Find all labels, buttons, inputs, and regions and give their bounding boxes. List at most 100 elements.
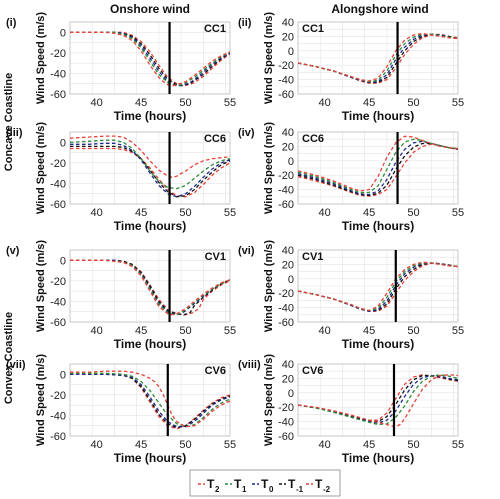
series-line-t2 (298, 135, 458, 192)
series-line-t-minus-1 (298, 262, 458, 312)
site-label: CV6 (302, 365, 323, 377)
y-axis-label: Wind Speed (m/s) (35, 12, 47, 105)
plot-frame (69, 131, 231, 205)
series-line-t2 (298, 261, 458, 312)
y-tick-label: -20 (278, 288, 294, 300)
y-tick-label: 40 (282, 17, 294, 29)
series-line-t2 (70, 259, 230, 316)
panel-label: (vi) (238, 245, 255, 257)
legend-label: T (288, 477, 296, 491)
column-title-onshore: Onshore wind (110, 2, 190, 16)
y-tick-label: 40 (282, 359, 294, 371)
y-tick-label: -40 (278, 303, 294, 315)
x-tick-label: 50 (179, 439, 191, 451)
plot-frame (297, 363, 459, 437)
series-line-t0 (70, 373, 230, 428)
x-axis-label: Time (hours) (114, 337, 186, 351)
plot-frame (297, 131, 459, 205)
x-tick-label: 40 (319, 325, 331, 337)
legend-subscript: 2 (215, 485, 220, 494)
y-tick-label: 0 (60, 137, 66, 149)
y-tick-label: 20 (282, 141, 294, 153)
y-tick-label: 0 (288, 156, 294, 168)
row-group-label-convex: Convex Coastline (3, 312, 15, 404)
site-label: CC6 (204, 133, 226, 145)
legend-frame (189, 469, 341, 497)
series-line-t2 (70, 370, 230, 428)
panel-label: (v) (6, 245, 20, 257)
y-tick-label: 0 (288, 388, 294, 400)
legend-label: T (261, 477, 269, 491)
site-label: CV1 (302, 251, 323, 263)
x-axis-label: Time (hours) (114, 451, 186, 465)
legend-subscript: 1 (242, 485, 247, 494)
x-tick-label: 55 (452, 325, 464, 337)
column-title-alongshore: Alongshore wind (331, 2, 428, 16)
series-line-t1 (70, 31, 230, 87)
panel-label: (i) (6, 17, 17, 29)
x-tick-label: 50 (407, 97, 419, 109)
y-tick-label: -60 (50, 199, 66, 211)
x-tick-label: 55 (224, 325, 236, 337)
y-tick-label: -40 (50, 410, 66, 422)
legend-item: T -2 (306, 477, 331, 494)
x-tick-label: 40 (91, 439, 103, 451)
y-tick-label: 0 (60, 369, 66, 381)
x-axis-label: Time (hours) (342, 109, 414, 123)
x-axis-label: Time (hours) (342, 337, 414, 351)
series-line-t1 (70, 139, 230, 190)
chart-panel: 40 45 50 55 0 -20 -40 -60 Time (hours) Wind Speed… (6, 122, 236, 233)
site-label: CV6 (205, 365, 226, 377)
y-tick-label: 20 (282, 259, 294, 271)
y-axis-label: Wind Speed (m/s) (35, 240, 47, 333)
x-tick-label: 40 (91, 207, 103, 219)
panel-label: (ii) (238, 17, 252, 29)
x-tick-label: 45 (363, 207, 375, 219)
legend: T 2 T 1 T 0 T -1 T -2 (189, 469, 341, 497)
chart-panel: 40 45 50 55 40 20 0 -20 -40 -60 Time (hours) Wind S… (238, 240, 464, 351)
y-tick-label: 0 (60, 255, 66, 267)
y-tick-label: -40 (50, 296, 66, 308)
x-axis-label: Time (hours) (342, 219, 414, 233)
panels-group: 40 45 50 55 0 -20 -40 -60 Time (hours) Wind Speed… (6, 12, 464, 465)
chart-panel: 40 45 50 55 40 20 0 -20 -40 -60 Time (hours) Wind S… (238, 122, 464, 233)
series-line-t2 (298, 32, 458, 82)
chart-panel: 40 45 50 55 40 20 0 -20 -40 -60 Time (hours) Wind S… (238, 354, 464, 465)
x-tick-label: 45 (363, 439, 375, 451)
series-line-t2 (70, 31, 230, 87)
y-tick-label: -60 (278, 431, 294, 443)
series-line-t2 (298, 374, 458, 428)
x-axis-label: Time (hours) (114, 219, 186, 233)
chart-panel: 40 45 50 55 0 -20 -40 -60 Time (hours) Wind Speed… (6, 12, 236, 123)
x-tick-label: 40 (319, 207, 331, 219)
y-axis-label: Wind Speed (m/s) (263, 240, 275, 333)
legend-label: T (234, 477, 242, 491)
x-tick-label: 55 (452, 207, 464, 219)
series-group (298, 374, 458, 428)
series-line-t0 (298, 33, 458, 84)
chart-panel: 40 45 50 55 0 -20 -40 -60 Time (hours) Wind Speed… (6, 354, 236, 465)
series-line-t0 (70, 259, 230, 316)
y-tick-label: -40 (278, 417, 294, 429)
series-group (70, 259, 230, 316)
legend-subscript: -2 (323, 485, 331, 494)
y-tick-label: 20 (282, 31, 294, 43)
plot-frame (69, 21, 231, 95)
y-tick-label: -40 (278, 75, 294, 87)
series-line-t2 (70, 135, 230, 178)
y-tick-label: -20 (50, 158, 66, 170)
series-group (298, 32, 458, 84)
y-tick-label: -40 (50, 68, 66, 80)
y-tick-label: 0 (288, 274, 294, 286)
y-axis-label: Wind Speed (m/s) (35, 122, 47, 215)
x-tick-label: 50 (179, 207, 191, 219)
x-tick-label: 50 (407, 439, 419, 451)
series-group (298, 135, 458, 197)
series-line-t1 (298, 33, 458, 83)
y-tick-label: 0 (288, 46, 294, 58)
chart-panel: 40 45 50 55 0 -20 -40 -60 Time (hours) Wind Speed… (6, 240, 236, 351)
x-tick-label: 45 (135, 325, 147, 337)
x-tick-label: 45 (135, 439, 147, 451)
